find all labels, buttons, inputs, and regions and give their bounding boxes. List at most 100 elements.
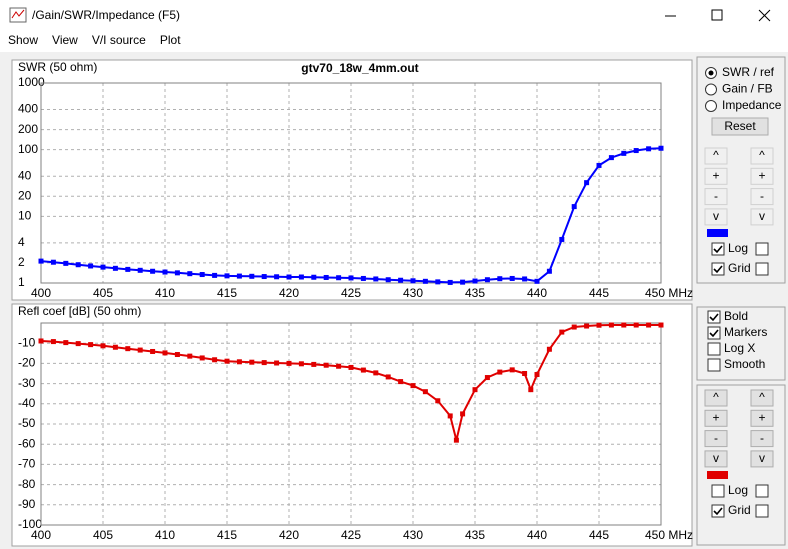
close-button[interactable] [758,9,771,22]
step-button[interactable] [704,450,728,468]
app-icon-graph [11,9,25,19]
checkbox-label[interactable]: Markers [724,325,767,339]
step-button[interactable] [704,147,728,165]
step-button-label[interactable]: + [758,410,765,424]
step-button[interactable] [704,167,728,185]
data-marker [38,338,44,344]
checkbox-label[interactable]: Log [728,241,748,255]
data-marker [584,180,590,186]
data-marker [224,358,230,364]
checkbox-box[interactable] [755,262,769,276]
step-button[interactable] [750,208,774,226]
step-button[interactable] [750,188,774,206]
data-marker [50,339,56,345]
radio-label[interactable]: SWR / ref [722,65,775,79]
data-marker [373,276,379,282]
radio-label[interactable]: Gain / FB [722,82,773,96]
checkbox-check [713,265,723,274]
menu-item[interactable]: Show [8,33,38,47]
checkbox-label[interactable]: Grid [728,503,751,517]
checkbox-box[interactable] [755,504,769,518]
y-tick-label: 100 [18,142,38,156]
step-button-label[interactable]: + [712,410,719,424]
step-button-label[interactable]: - [714,431,718,445]
maximize-button[interactable] [711,9,723,21]
data-marker [125,346,131,352]
step-button[interactable] [704,208,728,226]
data-marker [534,278,540,284]
menu-item[interactable]: View [52,33,78,47]
step-button-label[interactable]: ^ [759,390,765,404]
data-marker [311,274,317,280]
step-button[interactable] [704,188,728,206]
step-button-label[interactable]: - [760,431,764,445]
radio[interactable] [705,100,717,112]
data-marker [348,364,354,370]
step-button[interactable] [704,430,728,448]
checkbox-box[interactable] [711,504,725,518]
data-marker [559,329,565,335]
step-button[interactable] [750,430,774,448]
step-button[interactable] [704,409,728,427]
step-button-label[interactable]: v [713,209,719,223]
step-button-label[interactable]: - [760,189,764,203]
checkbox-box[interactable] [755,242,769,256]
step-button[interactable] [750,409,774,427]
data-marker [323,362,329,368]
data-marker [38,258,44,264]
color-swatch[interactable] [707,471,728,479]
step-button-label[interactable]: v [759,451,765,465]
radio[interactable] [705,83,717,96]
step-button[interactable] [704,389,728,407]
data-marker [298,361,304,367]
checkbox-box[interactable] [711,242,725,256]
data-marker [447,413,453,419]
menu-item[interactable]: Plot [160,33,181,47]
checkbox-label[interactable]: Log [728,483,748,497]
checkbox-label[interactable]: Grid [728,261,751,275]
step-button[interactable] [750,167,774,185]
bottom-chart-panel [11,303,693,547]
data-marker [75,341,81,347]
step-button[interactable] [750,389,774,407]
menu-item[interactable]: V/I source [92,33,146,47]
checkbox-box[interactable] [707,342,721,356]
plot-frame [40,82,662,284]
x-tick-label: 400 [31,528,51,542]
data-marker [298,274,304,280]
step-button-label[interactable]: v [759,209,765,223]
step-button-label[interactable]: ^ [713,148,719,162]
checkbox-box[interactable] [707,326,721,340]
y-tick-label: 10 [18,209,32,223]
checkbox-label[interactable]: Bold [724,309,748,323]
checkbox-box[interactable] [755,484,769,498]
step-button-label[interactable]: v [713,451,719,465]
data-marker [336,363,342,369]
checkbox-box[interactable] [711,262,725,276]
checkbox-box[interactable] [711,484,725,498]
y-tick-label: 20 [18,188,32,202]
color-swatch[interactable] [707,229,728,237]
step-button-label[interactable]: - [714,189,718,203]
y-tick-label: -40 [18,396,36,410]
step-button[interactable] [750,450,774,468]
step-button-label[interactable]: ^ [759,148,765,162]
checkbox-label[interactable]: Log X [724,341,755,355]
reset-button[interactable] [711,117,769,136]
data-marker [472,387,478,393]
step-button-label[interactable]: + [758,168,765,182]
step-button-label[interactable]: + [712,168,719,182]
step-button[interactable] [750,147,774,165]
checkbox-box[interactable] [707,310,721,324]
step-button-label[interactable]: ^ [713,390,719,404]
x-tick-label: 445 [589,528,609,542]
reset-label[interactable]: Reset [724,119,756,133]
checkbox-box[interactable] [707,358,721,372]
menu-bar [0,31,788,52]
data-marker [398,379,404,385]
data-marker [472,278,478,284]
data-marker [453,437,459,443]
checkbox-label[interactable]: Smooth [724,357,765,371]
radio-label[interactable]: Impedance [722,98,782,112]
